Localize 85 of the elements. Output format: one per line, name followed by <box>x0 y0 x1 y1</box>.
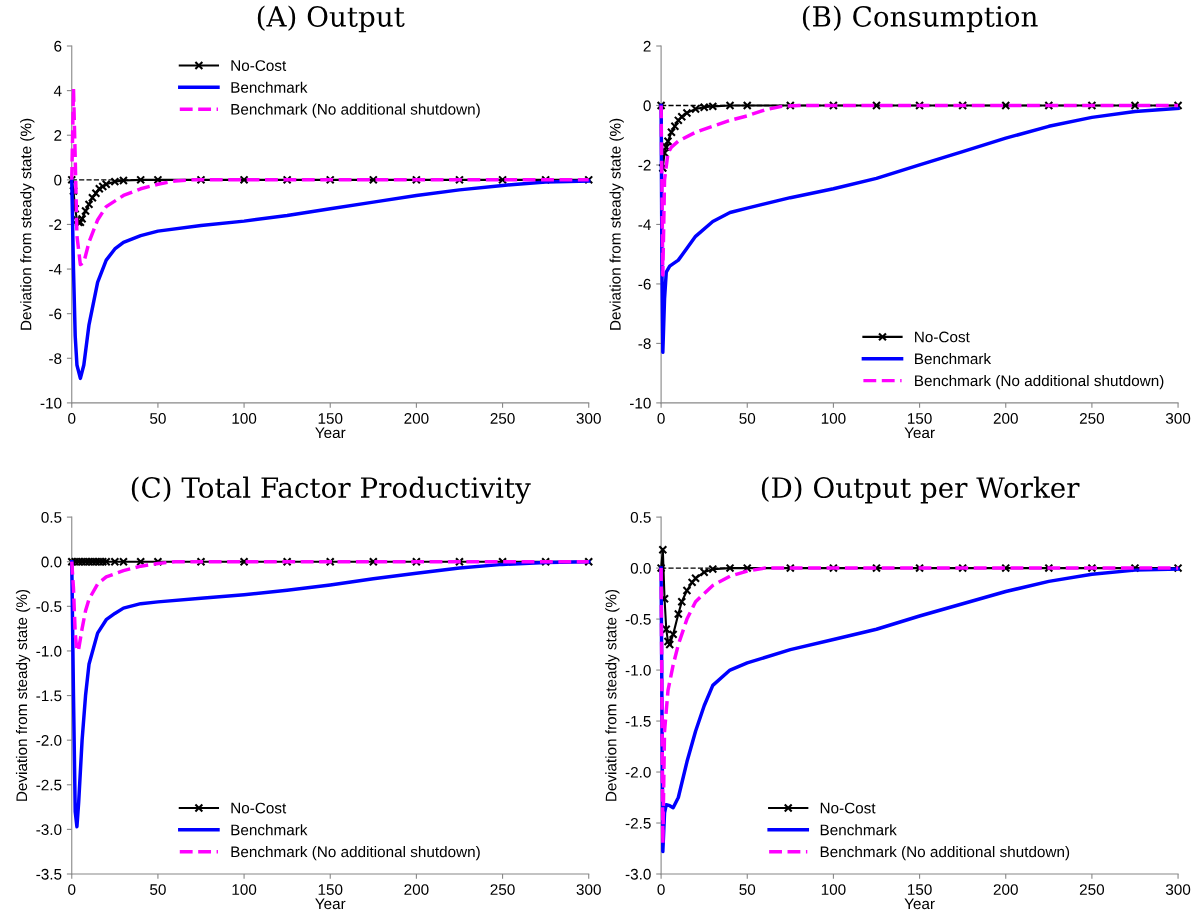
y-tick-label: -1.0 <box>36 645 62 657</box>
chart-title: (A) Output <box>257 5 405 33</box>
y-tick-label: -0.5 <box>36 601 62 613</box>
y-tick-label: -0.5 <box>625 613 651 625</box>
x-tick-label: 250 <box>490 413 515 424</box>
y-tick-label: 2 <box>54 130 62 141</box>
chart-title: (B) Consumption <box>802 5 1038 33</box>
y-axis-title: Deviation from steady state (%) <box>20 118 35 330</box>
y-tick-label: 0 <box>54 174 62 186</box>
chart-title: (C) Total Factor Productivity <box>131 476 531 504</box>
legend-label: No-Cost <box>231 802 287 814</box>
y-tick-label: -1.5 <box>625 716 651 727</box>
legend-label: No-Cost <box>915 331 970 343</box>
x-tick-label: 200 <box>993 413 1018 424</box>
x-tick-label: 150 <box>318 884 343 895</box>
x-tick-label: 50 <box>739 413 756 424</box>
y-tick-label: -8 <box>638 338 651 350</box>
y-tick-label: -1.0 <box>625 664 651 676</box>
y-tick-label: -6 <box>49 308 62 320</box>
x-tick-label: 300 <box>1165 884 1191 895</box>
x-tick-label: 200 <box>993 884 1018 895</box>
y-tick-label: 4 <box>53 85 62 97</box>
legend-label: Benchmark (No additional shutdown) <box>820 846 1070 861</box>
legend-label: Benchmark <box>915 353 992 365</box>
y-tick-label: -6 <box>638 278 651 290</box>
legend-label: No-Cost <box>231 60 287 71</box>
x-tick-label: 50 <box>739 884 756 895</box>
x-tick-label: 0 <box>68 884 76 895</box>
x-tick-label: 250 <box>1079 884 1105 895</box>
x-tick-label: 150 <box>908 413 932 424</box>
y-tick-label: -2.0 <box>625 766 651 778</box>
x-tick-label: 100 <box>232 884 257 895</box>
x-tick-label: 100 <box>821 884 846 895</box>
y-tick-label: -10 <box>40 397 62 409</box>
y-tick-label: -2 <box>638 159 651 171</box>
x-tick-label: 0 <box>657 884 665 895</box>
x-tick-label: 250 <box>490 884 515 895</box>
y-axis-title: Deviation from steady state (%) <box>605 589 620 801</box>
y-tick-label: 0.0 <box>41 556 62 568</box>
y-tick-label: -3.0 <box>625 868 651 880</box>
legend-label: No-Cost <box>820 802 876 814</box>
y-axis-title: Deviation from steady state (%) <box>609 118 624 330</box>
x-tick-label: 50 <box>150 884 166 895</box>
y-tick-label: -2.5 <box>36 779 62 791</box>
legend-label: Benchmark (No additional shutdown) <box>231 103 480 118</box>
y-tick-label: 2 <box>643 40 651 52</box>
x-tick-label: 200 <box>404 884 429 895</box>
x-tick-label: 300 <box>576 884 601 895</box>
y-axis-title: Deviation from steady state (%) <box>15 589 31 801</box>
legend-label: Benchmark (No additional shutdown) <box>915 374 1164 390</box>
y-tick-label: -4 <box>638 219 651 230</box>
y-tick-label: -2 <box>49 219 62 230</box>
x-axis-title: Year <box>904 898 935 910</box>
y-tick-label: 0.5 <box>41 511 62 523</box>
y-tick-label: -1.5 <box>36 690 62 702</box>
legend-label: Benchmark <box>231 81 308 93</box>
x-tick-label: 250 <box>1079 413 1105 424</box>
legend-label: Benchmark (No additional shutdown) <box>231 846 480 861</box>
x-axis-title: Year <box>904 427 935 439</box>
legend-label: Benchmark <box>231 824 308 836</box>
x-tick-label: 50 <box>150 413 166 424</box>
x-tick-label: 150 <box>908 884 932 895</box>
x-tick-label: 100 <box>821 413 846 424</box>
y-tick-label: -2.0 <box>36 735 62 746</box>
x-tick-label: 300 <box>1165 413 1191 424</box>
legend-label: Benchmark <box>820 824 897 836</box>
y-tick-label: -3.0 <box>36 824 62 836</box>
x-tick-label: 300 <box>576 413 601 424</box>
y-tick-label: -10 <box>629 397 651 409</box>
y-tick-label: -4 <box>49 264 62 275</box>
x-tick-label: 100 <box>232 413 257 424</box>
y-tick-label: -3.5 <box>36 868 62 880</box>
x-tick-label: 150 <box>318 413 343 424</box>
x-axis-title: Year <box>315 898 346 910</box>
x-tick-label: 0 <box>68 413 76 424</box>
y-tick-label: -8 <box>49 353 62 364</box>
y-tick-label: 0.5 <box>630 511 651 523</box>
y-tick-label: 0.0 <box>630 562 651 574</box>
chart-title: (D) Output per Worker <box>761 476 1080 504</box>
y-tick-label: 6 <box>54 40 62 52</box>
y-tick-label: -2.5 <box>625 817 651 829</box>
x-tick-label: 0 <box>657 413 665 424</box>
x-tick-label: 200 <box>404 413 429 424</box>
y-tick-label: 0 <box>643 100 651 112</box>
x-axis-title: Year <box>315 427 346 439</box>
